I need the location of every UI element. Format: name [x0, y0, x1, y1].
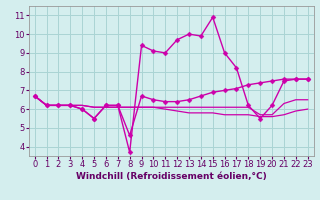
- X-axis label: Windchill (Refroidissement éolien,°C): Windchill (Refroidissement éolien,°C): [76, 172, 267, 181]
